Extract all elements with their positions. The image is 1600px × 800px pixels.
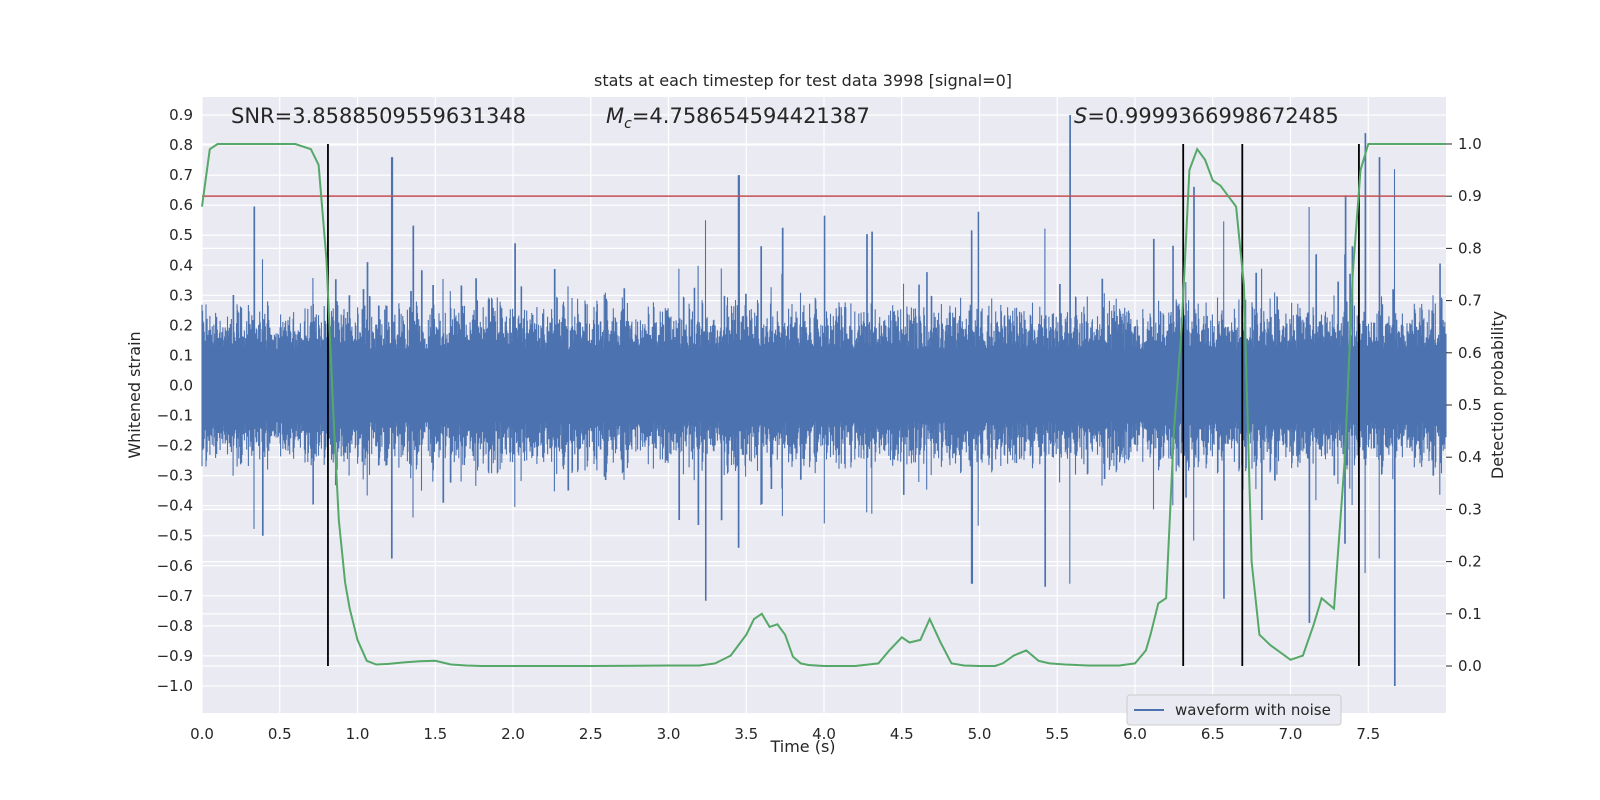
- x-tick-label: 4.0: [812, 725, 836, 743]
- x-tick-label: 4.5: [890, 725, 914, 743]
- snr-annotation: SNR=3.8588509559631348: [231, 104, 526, 128]
- y-right-tick-label: 0.3: [1458, 500, 1482, 518]
- y-right-tick-label: 0.1: [1458, 605, 1482, 623]
- chirp-mass-annotation: Mc=4.758654594421387: [606, 104, 870, 132]
- x-tick-label: 1.5: [423, 725, 447, 743]
- y-left-tick-label: 0.2: [169, 316, 193, 334]
- x-tick-label: 6.0: [1123, 725, 1147, 743]
- x-tick-label: 7.5: [1356, 725, 1380, 743]
- y-left-tick-labels: 0.9 0.8 0.7 0.6 0.5 0.4 0.3 0.2 0.1 0.0 −0.1 −0.2 −0…: [157, 106, 193, 695]
- y-left-tick-label: −0.3: [157, 467, 193, 485]
- y-left-tick-label: 0.4: [169, 256, 193, 274]
- snr-estimate-annotation: S=0.9999366998672485: [1074, 104, 1339, 128]
- waveform-trace: [201, 115, 1447, 686]
- y-right-tick-labels: 1.0 0.9 0.8 0.7 0.6 0.5 0.4 0.3 0.2 0.1 0.0: [1446, 135, 1482, 675]
- y-right-tick-label: 0.9: [1458, 187, 1482, 205]
- y-left-tick-label: −0.5: [157, 527, 193, 545]
- y-left-tick-label: −0.4: [157, 497, 193, 515]
- x-tick-label: 0.0: [190, 725, 214, 743]
- y-right-tick-label: 0.6: [1458, 344, 1482, 362]
- vertical-markers: [327, 143, 1360, 667]
- y-left-tick-label: 0.5: [169, 226, 193, 244]
- y-right-tick-label: 0.7: [1458, 292, 1482, 310]
- detection-probability-line: [201, 143, 1446, 667]
- y-left-tick-label: 0.1: [169, 346, 193, 364]
- y-left-tick-label: −0.7: [157, 587, 193, 605]
- y-left-tick-label: 0.9: [169, 106, 193, 124]
- chart-title: stats at each timestep for test data 399…: [594, 71, 1012, 90]
- waveform-series: [201, 115, 1447, 686]
- x-tick-label: 6.5: [1201, 725, 1225, 743]
- y-right-tick-label: 0.0: [1458, 657, 1482, 675]
- x-tick-label: 2.5: [579, 725, 603, 743]
- x-tick-label: 0.5: [268, 725, 292, 743]
- y-left-tick-label: 0.8: [169, 136, 193, 154]
- x-tick-label: 5.0: [968, 725, 992, 743]
- x-tick-label: 3.5: [734, 725, 758, 743]
- y-right-tick-label: 0.5: [1458, 396, 1482, 414]
- legend-label: waveform with noise: [1175, 701, 1331, 719]
- y-axis-label-left: Whitened strain: [125, 331, 144, 458]
- y-right-tick-label: 0.8: [1458, 239, 1482, 257]
- y-left-tick-label: −0.9: [157, 647, 193, 665]
- x-axis-label: Time (s): [769, 737, 835, 756]
- x-tick-label: 3.0: [657, 725, 681, 743]
- y-right-tick-label: 0.4: [1458, 448, 1482, 466]
- x-tick-label: 1.0: [346, 725, 370, 743]
- y-left-tick-label: 0.0: [169, 376, 193, 394]
- y-right-tick-label: 1.0: [1458, 135, 1482, 153]
- x-tick-label: 2.0: [501, 725, 525, 743]
- y-left-tick-label: 0.3: [169, 286, 193, 304]
- y-left-tick-label: 0.6: [169, 196, 193, 214]
- y-axis-label-right: Detection probability: [1488, 311, 1507, 479]
- y-right-tick-label: 0.2: [1458, 553, 1482, 571]
- x-tick-label: 5.5: [1045, 725, 1069, 743]
- y-left-tick-label: −1.0: [157, 677, 193, 695]
- x-tick-labels: 0.0 0.5 1.0 1.5 2.0 2.5 3.0 3.5 4.0 4.5 5.0 5.5 6.0 6…: [190, 725, 1380, 743]
- y-left-tick-label: −0.6: [157, 557, 193, 575]
- y-left-tick-label: 0.7: [169, 166, 193, 184]
- legend: waveform with noise: [1126, 694, 1342, 726]
- y-left-tick-label: −0.1: [157, 407, 193, 425]
- y-left-tick-label: −0.8: [157, 617, 193, 635]
- x-tick-label: 7.0: [1279, 725, 1303, 743]
- y-left-tick-label: −0.2: [157, 437, 193, 455]
